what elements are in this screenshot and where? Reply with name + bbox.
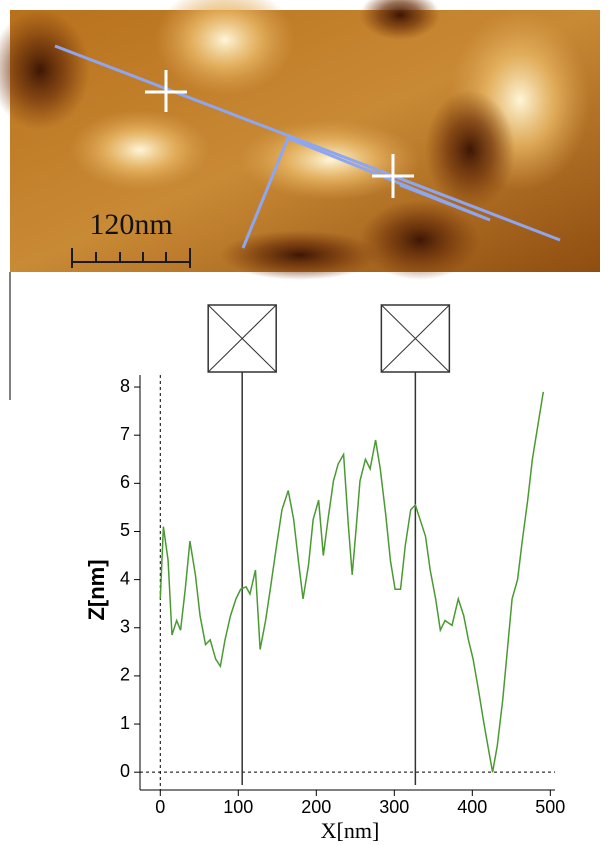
x-tick-label: 100 <box>223 797 253 817</box>
y-tick-label: 3 <box>120 617 130 637</box>
x-tick-label: 0 <box>155 797 165 817</box>
cursor-cross <box>207 304 277 373</box>
cursor-cross <box>381 304 450 373</box>
y-tick-label: 4 <box>120 568 130 588</box>
profile-line <box>159 391 545 773</box>
x-axis-label: X[nm] <box>321 818 380 843</box>
y-tick-label: 8 <box>120 376 130 396</box>
y-axis-label: Z[nm] <box>84 559 109 620</box>
y-tick-label: 2 <box>120 665 130 685</box>
x-tick-label: 200 <box>301 797 331 817</box>
y-tick-label: 6 <box>120 472 130 492</box>
afm-image: 120nm <box>0 0 600 400</box>
x-tick-label: 500 <box>535 797 565 817</box>
scale-bar-label: 120nm <box>89 208 172 241</box>
x-tick-label: 300 <box>379 797 409 817</box>
y-tick-label: 0 <box>120 761 130 781</box>
y-tick-label: 7 <box>120 424 130 444</box>
y-tick-label: 1 <box>120 713 130 733</box>
y-tick-label: 5 <box>120 520 130 540</box>
x-tick-label: 400 <box>457 797 487 817</box>
